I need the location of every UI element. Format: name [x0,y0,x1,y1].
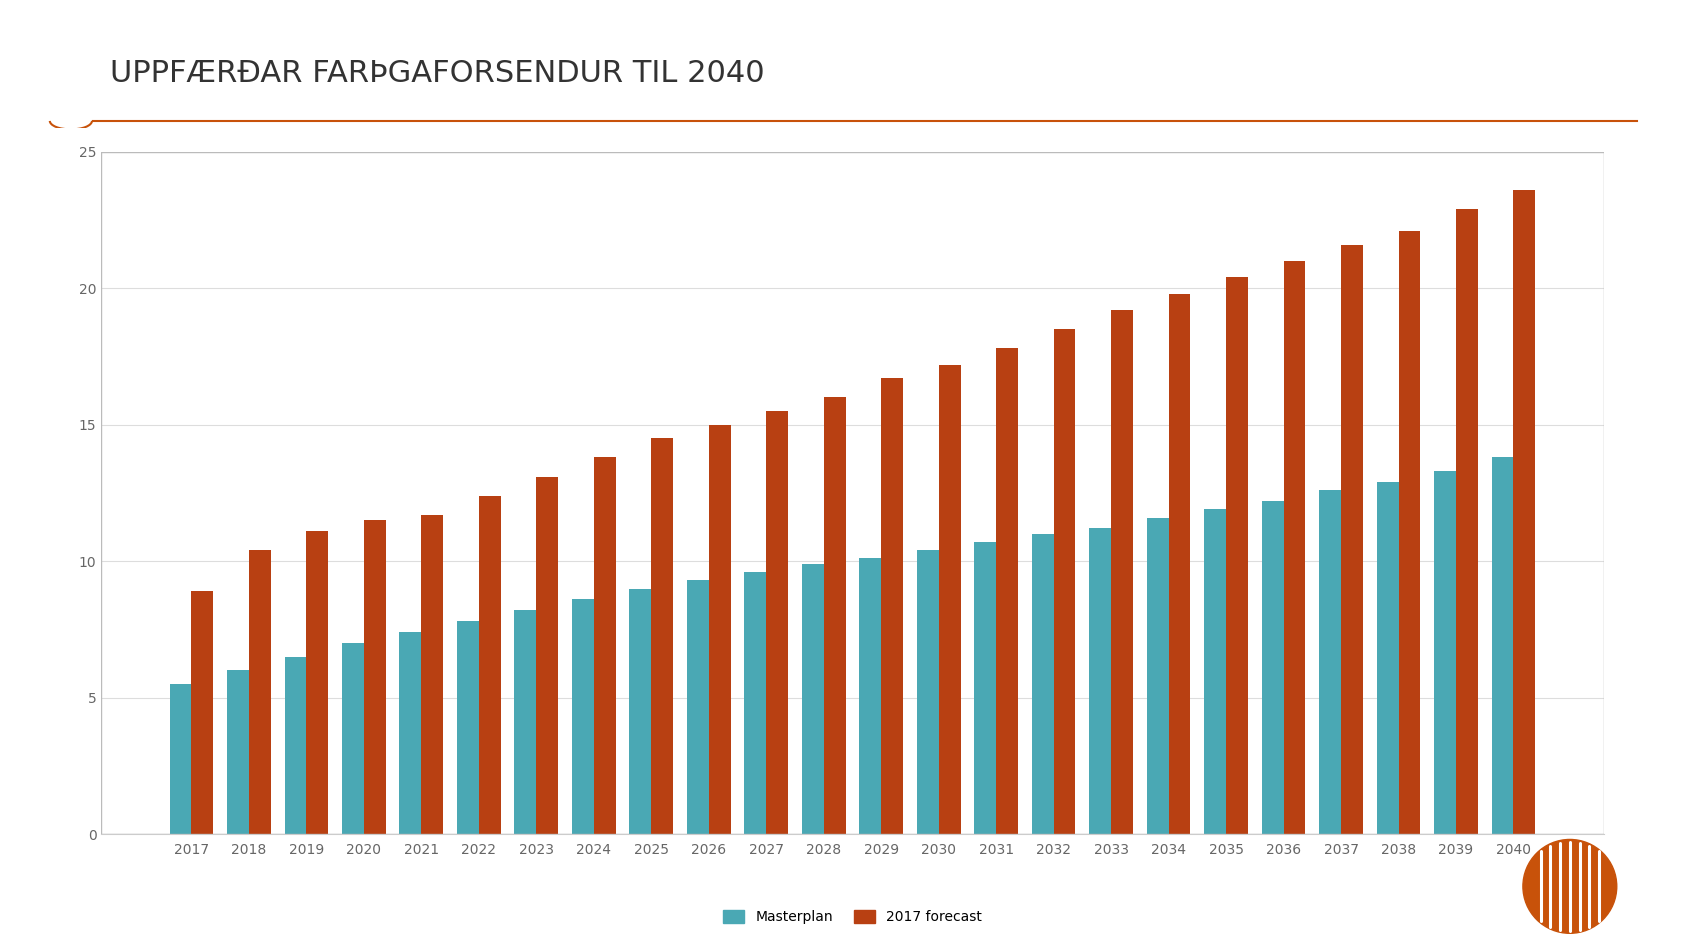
Bar [515,611,537,834]
Bar [709,425,731,834]
Bar [939,365,960,834]
Bar [1340,245,1362,834]
Bar [422,515,444,834]
Bar [479,496,501,834]
Bar [1492,458,1514,834]
Bar [457,621,479,834]
Bar [1514,190,1536,834]
Bar [744,573,766,834]
Bar [400,632,422,834]
Bar [1146,518,1168,834]
Bar [572,599,594,834]
Bar [1111,310,1133,834]
Bar [537,477,559,834]
Bar [1320,490,1340,834]
Bar [802,564,824,834]
Bar [859,558,881,834]
Bar [306,531,327,834]
Bar [1204,509,1225,834]
Bar [248,550,270,834]
Bar [917,550,939,834]
Circle shape [1523,840,1617,933]
Bar [1053,329,1075,834]
Bar [974,542,996,834]
Bar [1261,501,1283,834]
Bar [687,580,709,834]
Bar [1457,209,1477,834]
Bar [228,670,248,834]
Text: UPPFÆRÐAR FARÞGAFORSENDUR TIL 2040: UPPFÆRÐAR FARÞGAFORSENDUR TIL 2040 [110,60,765,88]
Bar [1377,482,1399,834]
Bar [343,643,365,834]
Bar [285,657,306,834]
Bar [594,458,616,834]
Bar [101,152,1604,834]
Bar [766,411,788,834]
Bar [1031,534,1053,834]
Bar [365,520,385,834]
Bar [1283,261,1305,834]
Bar [191,592,213,834]
Bar [1435,471,1457,834]
Bar [881,378,903,834]
Bar [1168,294,1190,834]
Bar [652,438,674,834]
Bar [824,397,846,834]
Legend: Masterplan, 2017 forecast: Masterplan, 2017 forecast [717,904,987,930]
Bar [169,684,191,834]
Bar [996,348,1018,834]
Bar [1225,277,1247,834]
Bar [1399,231,1420,834]
Bar [1089,528,1111,834]
Bar [630,589,652,834]
